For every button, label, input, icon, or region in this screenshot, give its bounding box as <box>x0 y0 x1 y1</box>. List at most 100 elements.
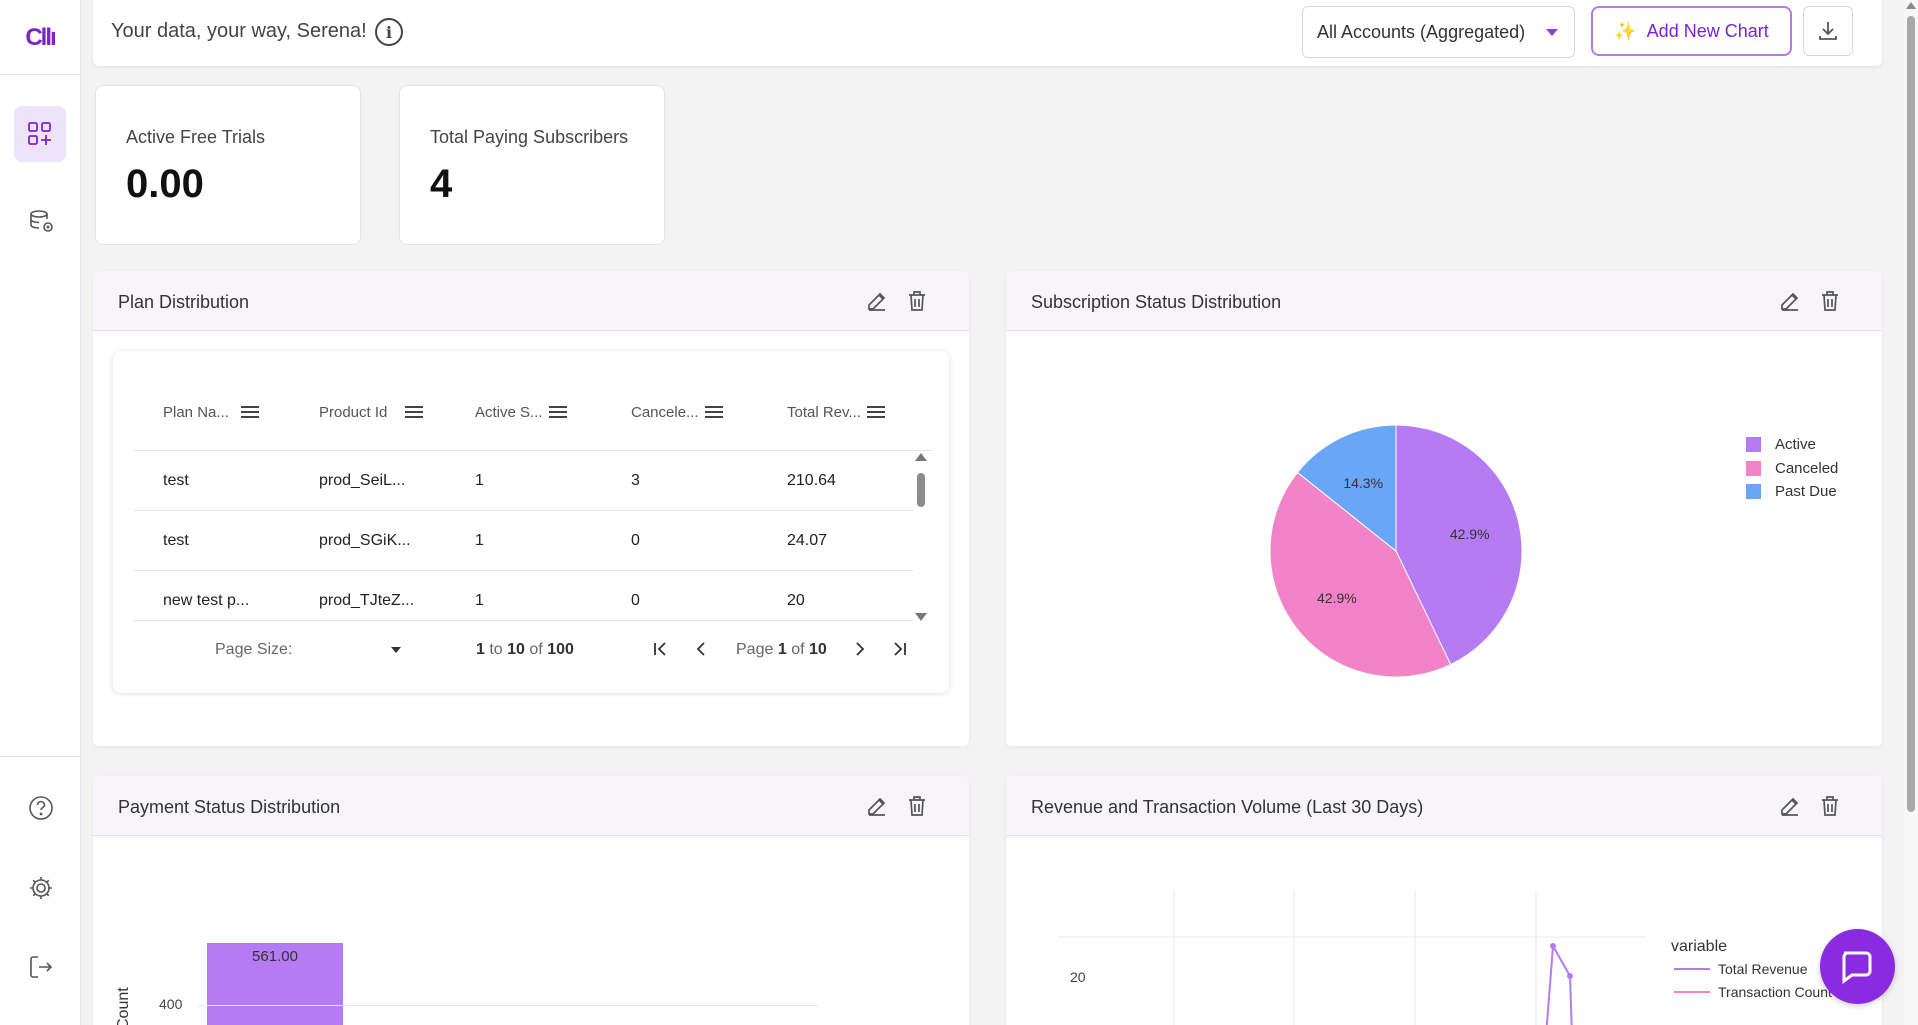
column-menu-icon[interactable] <box>405 406 423 418</box>
sidebar-item-settings[interactable] <box>20 867 62 909</box>
sidebar-item-data-sources[interactable] <box>20 200 62 242</box>
account-select-value: All Accounts (Aggregated) <box>1317 21 1526 42</box>
cell-product-id: prod_SGiK... <box>319 532 411 549</box>
cell-active: 1 <box>475 532 484 549</box>
chat-support-button[interactable] <box>1820 929 1895 1004</box>
bar-data-label: 561.00 <box>252 948 298 965</box>
top-bar: Your data, your way, Serena! i All Accou… <box>93 0 1882 66</box>
account-select[interactable]: All Accounts (Aggregated) <box>1302 6 1575 58</box>
info-icon[interactable]: i <box>375 18 403 46</box>
page-scrollbar[interactable] <box>1904 0 1918 1025</box>
sidebar-item-dashboard[interactable] <box>14 106 66 162</box>
table-row[interactable]: new test p... prod_TJteZ... 1 0 20 <box>133 571 913 621</box>
sidebar-item-logout[interactable] <box>20 946 62 988</box>
cell-total-revenue: 210.64 <box>787 472 836 489</box>
cell-product-id: prod_SeiL... <box>319 472 406 489</box>
payment-status-panel: Payment Status Distribution 561.00 400 C… <box>93 776 969 1025</box>
edit-icon[interactable] <box>865 289 889 313</box>
cell-product-id: prod_TJteZ... <box>319 592 415 609</box>
legend-item-total-revenue[interactable]: Total Revenue <box>1674 961 1808 977</box>
page-indicator: Page 1 of 10 <box>736 641 827 658</box>
scrollbar-thumb[interactable] <box>917 473 925 507</box>
cell-total-revenue: 20 <box>787 592 805 609</box>
download-button[interactable] <box>1803 6 1853 56</box>
column-menu-icon[interactable] <box>549 406 567 418</box>
panel-header: Subscription Status Distribution <box>1006 271 1882 331</box>
column-header-plan-name[interactable]: Plan Na... <box>163 404 229 421</box>
scrollbar-thumb[interactable] <box>1907 16 1915 812</box>
scroll-up-arrow[interactable] <box>1906 2 1916 9</box>
panel-title: Payment Status Distribution <box>118 797 341 817</box>
column-header-canceled[interactable]: Cancele... <box>631 404 699 421</box>
greeting-text: Your data, your way, Serena! <box>111 20 367 42</box>
download-icon <box>1819 22 1837 40</box>
panel-title: Plan Distribution <box>118 292 250 312</box>
pie-slice-label: 14.3% <box>1343 475 1383 491</box>
legend-item-transaction-count[interactable]: Transaction Count <box>1674 984 1832 1000</box>
first-page-icon[interactable] <box>651 640 669 658</box>
column-menu-icon[interactable] <box>241 406 259 418</box>
kpi-card-active-free-trials: Active Free Trials 0.00 <box>95 85 361 245</box>
cell-plan-name: test <box>163 532 189 549</box>
gear-icon <box>30 877 52 899</box>
cell-plan-name: new test p... <box>163 592 250 609</box>
column-header-total-revenue[interactable]: Total Rev... <box>787 404 861 421</box>
column-header-active-subscribers[interactable]: Active S... <box>475 404 543 421</box>
cell-canceled: 3 <box>631 472 640 489</box>
kpi-label: Total Paying Subscribers <box>430 127 629 147</box>
kpi-value: 0.00 <box>126 162 204 206</box>
panel-title: Revenue and Transaction Volume (Last 30 … <box>1031 797 1424 817</box>
column-menu-icon[interactable] <box>705 406 723 418</box>
scroll-up-arrow[interactable] <box>915 453 927 461</box>
scroll-down-arrow[interactable] <box>915 613 927 621</box>
pie-slice-canceled[interactable] <box>1269 471 1452 678</box>
edit-icon[interactable] <box>1778 289 1802 313</box>
bar <box>207 943 343 1025</box>
table-row[interactable]: test prod_SGiK... 1 0 24.07 <box>133 511 913 571</box>
chat-icon <box>1842 951 1871 984</box>
database-sync-icon <box>30 210 53 232</box>
legend-item-past-due[interactable]: Past Due <box>1746 483 1837 500</box>
chevron-down-icon <box>1546 29 1558 36</box>
cell-total-revenue: 24.07 <box>787 532 828 549</box>
y-axis-label: Count <box>115 987 132 1025</box>
table-row[interactable]: test prod_SeiL... 1 3 210.64 <box>133 451 913 511</box>
previous-page-icon[interactable] <box>693 640 711 658</box>
row-range: 1 to 10 of 100 <box>476 641 574 658</box>
cell-plan-name: test <box>163 472 189 489</box>
sidebar-item-help[interactable] <box>20 787 62 829</box>
trash-icon[interactable] <box>1818 794 1842 818</box>
cell-canceled: 0 <box>631 532 640 549</box>
edit-icon[interactable] <box>865 794 889 818</box>
pie-slice-past-due[interactable] <box>1296 424 1397 553</box>
app-logo[interactable]: Cllı <box>25 24 56 51</box>
page-size-dropdown[interactable] <box>391 647 401 653</box>
table-header: Plan Na... Product Id Active S... Cancel… <box>133 371 933 451</box>
add-new-chart-button[interactable]: ✨ Add New Chart <box>1591 6 1792 56</box>
kpi-label: Active Free Trials <box>126 127 266 147</box>
kpi-value: 4 <box>430 162 453 206</box>
cell-active: 1 <box>475 472 484 489</box>
sidebar-divider-bottom <box>0 756 81 757</box>
table-scrollbar[interactable] <box>913 451 929 621</box>
revenue-line-chart <box>1058 891 1646 1025</box>
column-menu-icon[interactable] <box>867 406 885 418</box>
trash-icon[interactable] <box>1818 289 1842 313</box>
column-header-product-id[interactable]: Product Id <box>319 404 388 421</box>
trash-icon[interactable] <box>905 289 929 313</box>
last-page-icon[interactable] <box>891 640 909 658</box>
logout-icon <box>30 956 53 978</box>
cell-canceled: 0 <box>631 592 640 609</box>
pie-slice-active[interactable] <box>1395 424 1523 666</box>
add-new-chart-label: Add New Chart <box>1646 20 1769 41</box>
legend-item-canceled[interactable]: Canceled <box>1746 460 1838 477</box>
panel-header: Payment Status Distribution <box>93 776 969 836</box>
legend-item-active[interactable]: Active <box>1746 436 1816 453</box>
panel-header: Revenue and Transaction Volume (Last 30 … <box>1006 776 1882 836</box>
next-page-icon[interactable] <box>850 640 868 658</box>
trash-icon[interactable] <box>905 794 929 818</box>
pie-slice-label: 42.9% <box>1317 590 1357 606</box>
panel-title: Subscription Status Distribution <box>1031 292 1282 312</box>
edit-icon[interactable] <box>1778 794 1802 818</box>
table-pagination: Page Size: 1 to 10 of 100 Page 1 of 10 <box>133 621 933 677</box>
